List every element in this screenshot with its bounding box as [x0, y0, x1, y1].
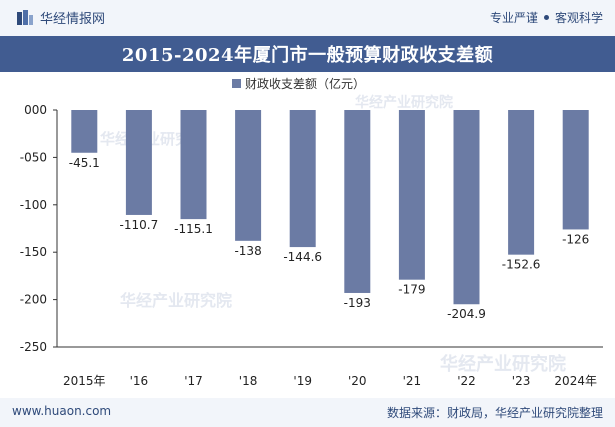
bar: [453, 110, 480, 305]
bar: [180, 110, 207, 220]
tagline: 专业严谨 客观科学: [490, 9, 603, 26]
bar: [508, 110, 535, 255]
bar: [562, 110, 589, 230]
data-source: 数据来源：财政局，华经产业研究院整理: [386, 406, 603, 420]
x-tick-label: 2024年: [554, 374, 597, 388]
value-label: -45.1: [69, 156, 100, 170]
watermark-text: 华经产业研究院: [440, 353, 566, 375]
value-label: -126: [562, 232, 589, 246]
watermark-text: 华经产业研究院: [355, 94, 453, 111]
value-label: -179: [398, 283, 425, 297]
bar: [71, 110, 98, 153]
brand-logo-icon: [17, 9, 33, 25]
value-label: -110.7: [120, 218, 159, 232]
value-label: -204.9: [447, 307, 486, 321]
value-label: -115.1: [174, 222, 213, 236]
x-tick-label: '18: [239, 374, 258, 388]
value-labels: -45.1 -110.7 -115.1 -138 -144.6 -193 -179 -204.…: [69, 156, 590, 321]
axes: 000 -050 -100 -150 -200 -250 2015年 '16 '17 '18 '19…: [20, 103, 603, 388]
y-tick-label: -150: [20, 245, 47, 259]
x-tick-label: '20: [348, 374, 367, 388]
value-label: -138: [234, 244, 261, 258]
x-tick-label: '16: [130, 374, 149, 388]
watermark-text: 华经产业研究院: [120, 291, 232, 310]
x-tick-label: '19: [293, 374, 312, 388]
legend-label: 财政收支差额（亿元）: [245, 76, 365, 91]
tagline-right: 客观科学: [554, 11, 603, 25]
value-label: -152.6: [502, 258, 541, 272]
brand-name: 华经情报网: [40, 12, 106, 27]
site-url[interactable]: www.huaon.com: [12, 404, 112, 418]
x-tick-label: '21: [403, 374, 422, 388]
bar: [398, 110, 425, 280]
x-tick-label: 2015年: [63, 374, 106, 388]
legend-swatch: [232, 79, 241, 88]
bar: [235, 110, 262, 241]
value-label: -193: [344, 296, 371, 310]
y-tick-label: -250: [20, 340, 47, 354]
bullet-dot-icon: [543, 15, 549, 20]
legend: 财政收支差额（亿元）: [232, 76, 365, 91]
bars: [71, 110, 589, 305]
y-tick-label: 000: [24, 103, 47, 117]
title-bar: 2015-2024年厦门市一般预算财政收支差额: [0, 36, 615, 72]
chart-title: 2015-2024年厦门市一般预算财政收支差额: [121, 45, 494, 66]
footer-bar: www.huaon.com 数据来源：财政局，华经产业研究院整理: [0, 398, 615, 427]
bar: [344, 110, 371, 293]
y-tick-label: -100: [20, 198, 47, 212]
tagline-left: 专业严谨: [489, 11, 538, 25]
x-tick-label: '22: [457, 374, 476, 388]
header-bar: 华经情报网 专业严谨 客观科学: [0, 0, 615, 36]
y-tick-label: -050: [20, 150, 47, 164]
bar: [289, 110, 316, 248]
bar: [125, 110, 152, 215]
y-tick-label: -200: [20, 293, 47, 307]
value-label: -144.6: [283, 250, 322, 264]
x-tick-label: '23: [512, 374, 531, 388]
brand[interactable]: 华经情报网: [16, 8, 105, 27]
x-tick-label: '17: [184, 374, 203, 388]
